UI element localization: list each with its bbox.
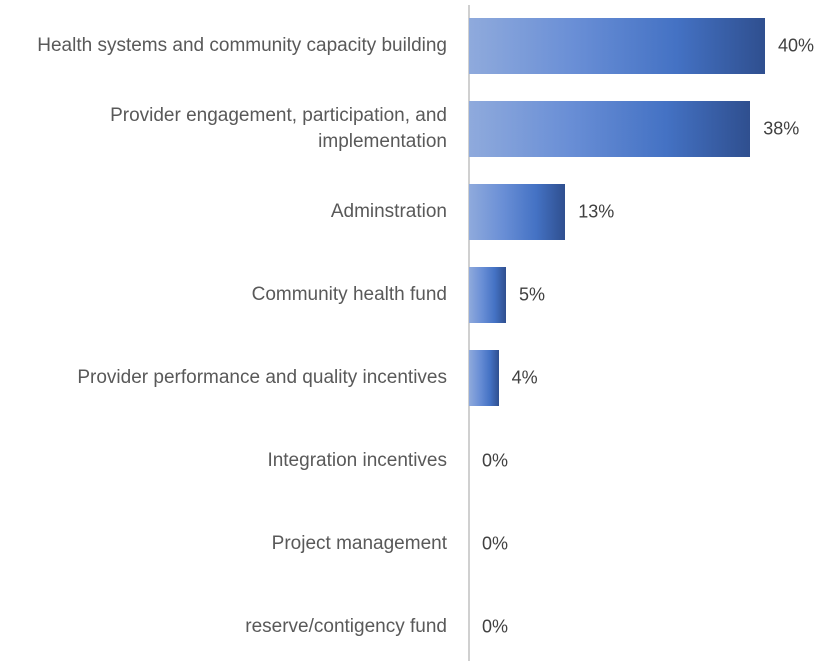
category-label: Adminstration [330,201,447,222]
value-label: 13% [578,201,615,222]
category-label: Health systems and community capacity bu… [37,35,447,56]
value-label: 40% [778,35,815,56]
value-label: 5% [519,284,546,305]
bar [469,350,499,406]
category-label: Provider engagement, participation, and … [110,105,447,152]
category-label: Integration incentives [267,450,447,471]
category-axis [468,5,470,661]
value-label: 0% [482,450,509,471]
category-label: Community health fund [251,284,447,305]
value-label: 0% [482,533,509,554]
bar [469,267,506,323]
value-label: 4% [511,367,538,388]
value-label: 38% [763,118,800,139]
bar [469,101,751,157]
bar [469,184,566,240]
category-label: Provider performance and quality incenti… [77,367,447,388]
value-label: 0% [482,616,509,637]
category-label: reserve/contigency fund [245,616,447,637]
bar [469,18,765,74]
category-label: Project management [271,533,447,554]
